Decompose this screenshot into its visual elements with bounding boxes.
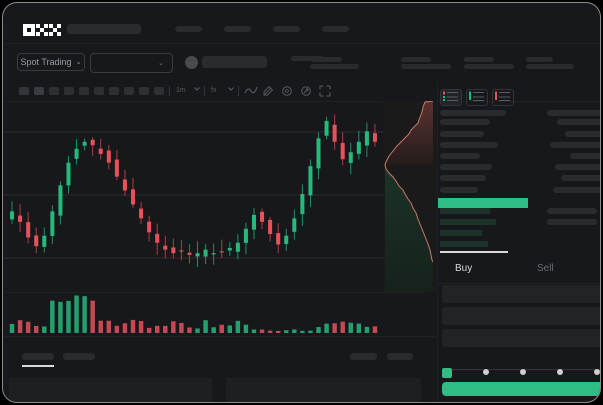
svg-text:1m: 1m bbox=[176, 87, 186, 93]
svg-text:fx: fx bbox=[211, 87, 217, 93]
